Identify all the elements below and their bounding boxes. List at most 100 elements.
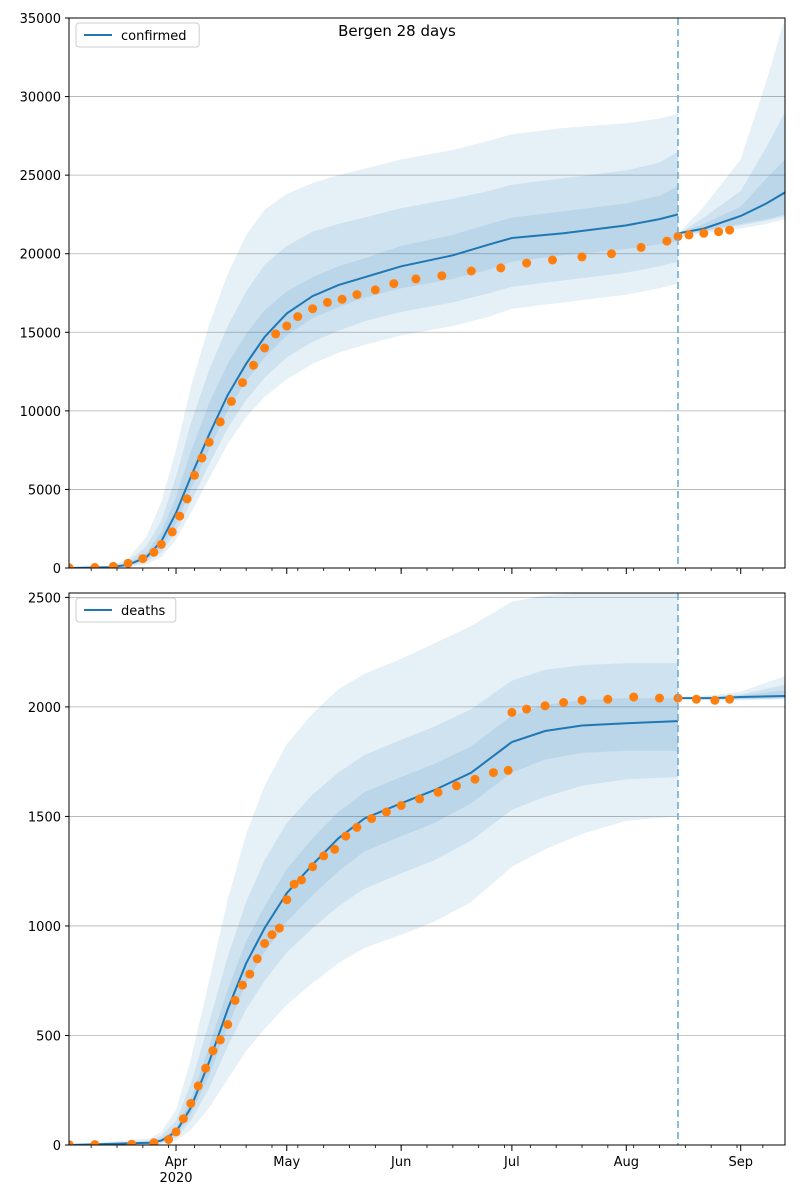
observed-point — [337, 294, 347, 304]
observed-point — [725, 694, 735, 704]
observed-point — [577, 695, 587, 705]
x-tick-label: Sep — [728, 1155, 753, 1170]
y-tick-label: 25000 — [20, 169, 61, 184]
legend-label: confirmed — [121, 29, 187, 44]
observed-point — [230, 995, 240, 1005]
observed-point — [433, 787, 443, 797]
observed-point — [69, 563, 74, 568]
uncertainty-band-outer — [69, 113, 678, 568]
observed-point — [636, 242, 646, 252]
observed-point — [415, 794, 425, 804]
confirmed-chart-panel: 0 5000 10000 15000 20000 25000 30000 35000 confi… — [20, 12, 786, 577]
y-tick-label: 2000 — [28, 701, 61, 716]
y-tick-label: 0 — [53, 562, 61, 577]
observed-point — [156, 539, 166, 549]
observed-point — [466, 266, 476, 276]
observed-point — [215, 1035, 225, 1045]
uncertainty-band-middle — [69, 151, 678, 568]
y-tick-label: 1500 — [28, 810, 61, 825]
y-tick-label: 1000 — [28, 920, 61, 935]
observed-point — [238, 378, 247, 388]
observed-point — [522, 258, 532, 268]
y-tick-label: 2500 — [28, 591, 61, 606]
observed-point — [308, 304, 318, 314]
observed-point — [577, 252, 587, 262]
legend-label: deaths — [121, 604, 166, 619]
observed-point — [215, 417, 225, 427]
uncertainty-band-middle-forecast — [681, 112, 785, 235]
observed-point — [319, 851, 329, 861]
observed-point — [389, 279, 399, 289]
x-tick-label: Jun — [390, 1155, 411, 1170]
observed-point — [559, 698, 569, 707]
uncertainty-band-outer-forecast — [681, 18, 785, 237]
observed-point — [204, 437, 214, 447]
observed-point — [178, 1114, 188, 1124]
x-tick-year-label: 2020 — [159, 1171, 192, 1186]
observed-point — [725, 225, 735, 235]
x-tick-label: Apr — [165, 1155, 188, 1170]
observed-point — [69, 1140, 74, 1145]
observed-point — [223, 1020, 233, 1029]
observed-point — [182, 494, 192, 504]
observed-point — [201, 1063, 211, 1073]
observed-point — [673, 231, 683, 241]
observed-point — [341, 831, 351, 841]
observed-point — [245, 969, 255, 979]
observed-point — [308, 862, 318, 872]
observed-point — [684, 230, 694, 240]
observed-point — [90, 1140, 100, 1145]
observed-point — [503, 765, 513, 775]
uncertainty-band-inner-forecast — [681, 159, 785, 235]
observed-point — [282, 321, 292, 331]
observed-point — [175, 511, 185, 521]
observed-point — [470, 774, 480, 784]
observed-point — [540, 701, 550, 711]
observed-point — [190, 470, 199, 480]
x-tick-label: Aug — [614, 1155, 639, 1170]
observed-point — [352, 290, 362, 300]
legend-box — [75, 597, 177, 623]
y-tick-label: 10000 — [20, 405, 61, 420]
y-tick-label: 15000 — [20, 326, 61, 341]
y-tick-label: 5000 — [28, 483, 61, 498]
observed-point — [662, 236, 672, 246]
observed-point — [322, 297, 332, 307]
observed-point — [496, 263, 506, 273]
observed-point — [260, 939, 270, 948]
observed-point — [370, 285, 380, 295]
observed-point — [411, 274, 421, 284]
y-tick-label: 500 — [36, 1029, 61, 1044]
observed-point — [488, 768, 498, 778]
observed-point — [330, 844, 340, 854]
observed-point — [90, 563, 100, 568]
observed-point — [437, 271, 447, 281]
observed-point — [260, 343, 270, 353]
observed-point — [629, 692, 639, 702]
observed-point — [655, 693, 664, 703]
observed-point — [293, 312, 303, 322]
observed-point — [603, 694, 613, 704]
observed-point — [271, 329, 281, 339]
observed-point — [127, 1139, 137, 1145]
observed-point — [164, 1135, 174, 1144]
observed-point — [699, 228, 709, 238]
observed-point — [123, 558, 133, 568]
observed-point — [607, 249, 616, 259]
observed-point — [193, 1081, 203, 1091]
observed-point — [208, 1046, 218, 1056]
observed-point — [710, 695, 720, 705]
uncertainty-band-inner — [69, 186, 678, 568]
y-tick-label: 20000 — [20, 248, 61, 263]
observed-point — [691, 694, 701, 704]
observed-point — [167, 527, 177, 537]
observed-point — [714, 227, 724, 237]
x-tick-label: Jul — [503, 1155, 520, 1170]
observed-point — [267, 930, 277, 940]
uncertainty-band-outer — [69, 593, 678, 1145]
observed-point — [249, 360, 258, 370]
legend: deaths — [75, 597, 177, 623]
observed-point — [149, 1138, 159, 1145]
observed-point — [381, 807, 391, 817]
